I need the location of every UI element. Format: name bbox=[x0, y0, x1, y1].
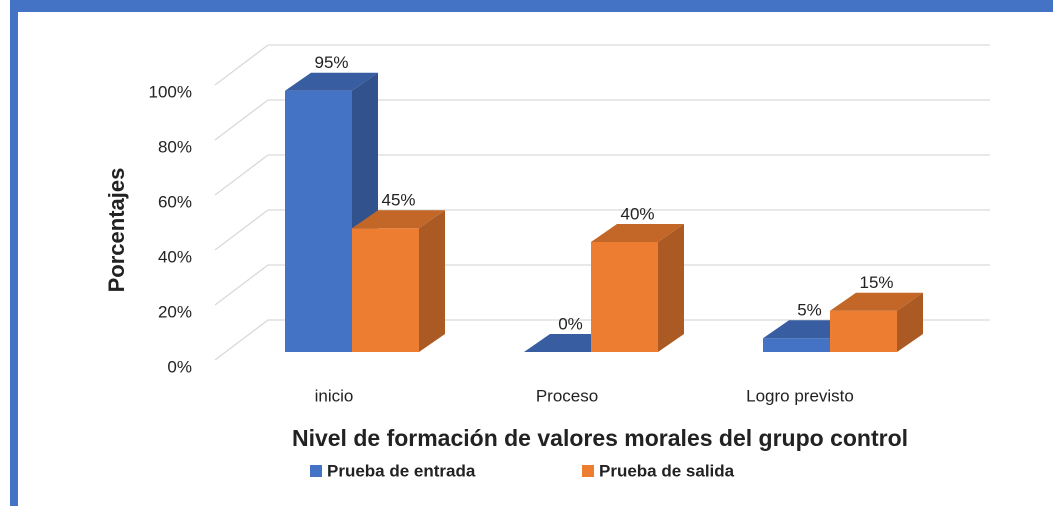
bar-face bbox=[591, 242, 658, 352]
grid-line bbox=[214, 209, 990, 251]
bar bbox=[830, 292, 923, 352]
bar-face bbox=[830, 310, 897, 352]
bar bbox=[591, 224, 684, 352]
x-tick-label: Proceso bbox=[536, 386, 598, 405]
grid-line bbox=[214, 319, 990, 361]
y-tick-label: 0% bbox=[167, 357, 192, 376]
y-tick-label: 100% bbox=[149, 82, 192, 101]
legend-label: Prueba de salida bbox=[599, 461, 735, 480]
legend-label: Prueba de entrada bbox=[327, 461, 476, 480]
bar-top bbox=[285, 72, 378, 91]
bar-face bbox=[352, 228, 419, 352]
grid-line bbox=[214, 99, 990, 141]
frame-top bbox=[10, 0, 1053, 12]
data-label: 40% bbox=[620, 204, 654, 223]
y-tick-label: 20% bbox=[158, 302, 192, 321]
data-label: 15% bbox=[859, 273, 893, 292]
y-tick-label: 40% bbox=[158, 247, 192, 266]
bar bbox=[352, 210, 445, 352]
grid-line bbox=[214, 44, 990, 86]
bar-side bbox=[658, 224, 684, 352]
x-axis-title: Nivel de formación de valores morales de… bbox=[292, 425, 908, 451]
y-tick-label: 60% bbox=[158, 192, 192, 211]
data-label: 5% bbox=[797, 301, 822, 320]
bar-face bbox=[285, 90, 352, 352]
frame-left bbox=[10, 0, 18, 506]
legend-swatch bbox=[582, 465, 594, 477]
bar-side bbox=[419, 210, 445, 352]
bar-top bbox=[352, 210, 445, 229]
bar-face bbox=[763, 338, 830, 352]
x-tick-label: inicio bbox=[315, 386, 354, 405]
legend-swatch bbox=[310, 465, 322, 477]
data-label: 0% bbox=[558, 314, 583, 333]
x-tick-label: Logro previsto bbox=[746, 386, 854, 405]
bar-top bbox=[591, 224, 684, 242]
grid-line bbox=[214, 154, 990, 196]
bar-top bbox=[830, 292, 923, 311]
y-tick-label: 80% bbox=[158, 137, 192, 156]
data-label: 45% bbox=[381, 191, 415, 210]
grid-line bbox=[214, 264, 990, 306]
data-label: 95% bbox=[314, 53, 348, 72]
bar-side bbox=[897, 292, 923, 352]
y-axis-title: Porcentajes bbox=[104, 168, 129, 293]
